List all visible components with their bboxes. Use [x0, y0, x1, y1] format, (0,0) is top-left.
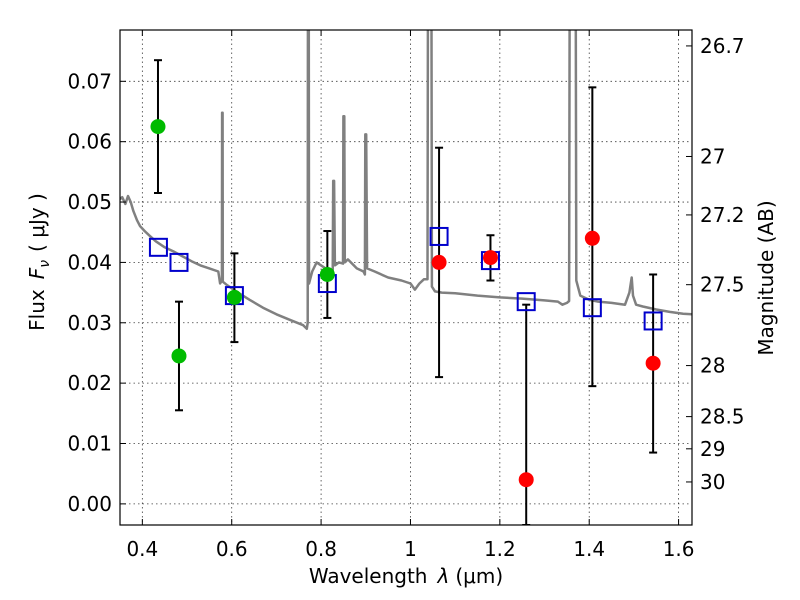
right-tick-label: 29 [700, 437, 725, 461]
y-axis-label: FluxFν( μJy ) [25, 193, 53, 331]
right-tick-label: 28.5 [700, 405, 745, 429]
red-data-point [584, 230, 600, 246]
y-tick-label: 0.03 [67, 311, 112, 335]
plot-frame [119, 29, 693, 526]
green-data-point [319, 266, 335, 282]
model-spectrum-line [120, 30, 692, 331]
plot-area [120, 30, 692, 525]
y-tick-label: 0.00 [67, 492, 112, 516]
x-tick-label: 0.8 [305, 537, 337, 561]
right-tick-label: 27.2 [700, 203, 745, 227]
tick-marks [120, 30, 692, 525]
right-tick-label: 26.7 [700, 34, 745, 58]
red-data-point [482, 250, 498, 266]
x-tick-label: 1.4 [573, 537, 605, 561]
right-tick-label: 27 [700, 144, 725, 168]
model-box-marker [516, 292, 536, 312]
red-data-point [645, 355, 661, 371]
model-box-marker [643, 311, 663, 331]
y-right-axis-label: Magnitude (AB) [754, 200, 778, 355]
tick-labels: 0.4 0.6 0.8 1 1.2 1.4 1.6 0.00 0.01 0.02 0.03 0.04 0… [67, 34, 744, 561]
x-tick-label: 0.4 [126, 537, 158, 561]
y-tick-label: 0.06 [67, 130, 112, 154]
x-tick-label: 0.6 [216, 537, 248, 561]
red-data-point [518, 472, 534, 488]
model-spectrum-layer [120, 30, 692, 331]
right-tick-label: 27.5 [700, 273, 745, 297]
y-tick-label: 0.05 [67, 190, 112, 214]
y-tick-label: 0.01 [67, 432, 112, 456]
model-box-marker [429, 226, 449, 246]
model-box-layer [148, 226, 663, 331]
green-data-point [150, 119, 166, 135]
data-point-layer [150, 119, 661, 488]
x-tick-label: 1 [404, 537, 417, 561]
x-axis-label: Wavelength λ (μm) [309, 564, 503, 588]
right-tick-label: 28 [700, 354, 725, 378]
model-box-marker [582, 298, 602, 318]
right-tick-label: 30 [700, 470, 725, 494]
x-tick-label: 1.2 [484, 537, 516, 561]
model-box-marker [148, 237, 168, 257]
green-data-point [171, 348, 187, 364]
x-tick-label: 1.6 [663, 537, 695, 561]
y-tick-label: 0.04 [67, 250, 112, 274]
y-tick-label: 0.02 [67, 371, 112, 395]
red-data-point [431, 254, 447, 270]
model-box-marker [169, 252, 189, 272]
y-tick-label: 0.07 [67, 69, 112, 93]
green-data-point [226, 289, 242, 305]
grid-lines [120, 30, 692, 525]
